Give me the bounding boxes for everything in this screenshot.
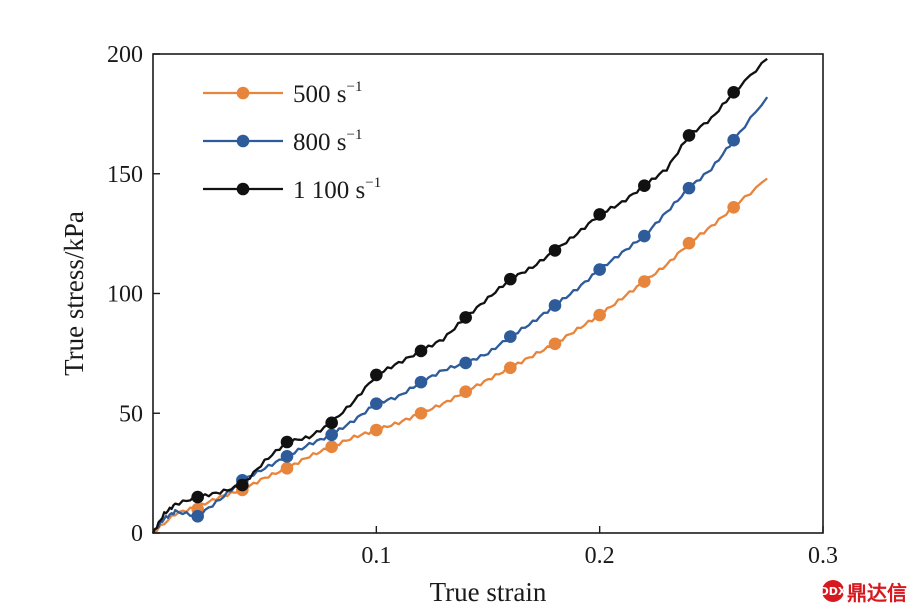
- series-3-point: [638, 179, 651, 193]
- legend-label: 1 100 s−1: [293, 175, 381, 204]
- legend-label: 500 s−1: [293, 79, 362, 108]
- series-3-point: [191, 490, 204, 504]
- series-3-line: [151, 57, 768, 534]
- legend-item-1: 500 s−1: [203, 79, 362, 108]
- x-tick-label: 0.2: [585, 543, 615, 569]
- series-2-point: [682, 181, 696, 195]
- x-axis-label: True strain: [430, 577, 547, 607]
- legend-swatch-marker: [236, 134, 250, 148]
- series-2-point: [191, 509, 204, 523]
- series-1-point: [280, 462, 294, 475]
- publisher-name: 鼎达信: [847, 580, 907, 605]
- y-tick-label: 0: [131, 521, 143, 547]
- series-3-point: [414, 344, 428, 358]
- series-2-point: [548, 299, 562, 312]
- legend-item-2: 800 s−1: [203, 127, 362, 156]
- y-axis-label: True stress/kPa: [59, 211, 89, 376]
- legend-label-superscript: −1: [346, 127, 362, 143]
- series-2-point: [504, 330, 517, 343]
- series-1-point: [593, 308, 606, 322]
- y-tick-label: 50: [119, 401, 143, 427]
- series-layer: [151, 57, 769, 535]
- series-3-point: [325, 416, 338, 430]
- legend-label-text: 800 s: [293, 129, 346, 156]
- publisher-logo-icon: DDX: [820, 580, 846, 602]
- x-tick-label: 0.3: [808, 543, 838, 569]
- series-3-point: [593, 208, 606, 221]
- plot-frame: [152, 53, 824, 534]
- series-3: [151, 57, 768, 534]
- series-1-point: [325, 440, 338, 454]
- y-tick-label: 100: [107, 282, 143, 308]
- series-1-point: [459, 385, 472, 398]
- series-1-point: [638, 275, 651, 288]
- series-1-point: [504, 361, 517, 375]
- series-3-point: [370, 368, 383, 382]
- y-tick-label: 200: [107, 42, 143, 68]
- series-2-point: [593, 263, 606, 276]
- series-2-point: [370, 397, 383, 410]
- series-2-point: [459, 356, 472, 370]
- series-1-point: [370, 423, 383, 437]
- x-tick-label: 0.1: [361, 543, 391, 569]
- legend-label: 800 s−1: [293, 127, 362, 156]
- series-2-point: [280, 450, 294, 463]
- series-2-point: [325, 428, 338, 442]
- series-1-point: [682, 236, 696, 250]
- series-3-point: [280, 435, 294, 449]
- series-3-point: [682, 129, 696, 142]
- legend-item-3: 1 100 s−1: [203, 175, 381, 204]
- series-3-point: [504, 272, 517, 286]
- ticks-layer: 0.1 0.2 0.3 0 50 100 150 200: [107, 42, 838, 569]
- series-3-point: [548, 244, 562, 257]
- series-2-point: [727, 133, 740, 147]
- series-2-point: [638, 229, 651, 243]
- series-1-line: [152, 177, 768, 535]
- legend-swatch-marker: [236, 86, 250, 100]
- series-2-point: [414, 375, 428, 389]
- series-1: [152, 177, 768, 535]
- legend-label-superscript: −1: [365, 175, 381, 191]
- publisher-watermark: DDX 鼎达信: [820, 578, 907, 605]
- series-3-point: [727, 86, 740, 99]
- legend-label-text: 500 s: [293, 81, 346, 108]
- legend-swatch-marker: [236, 182, 250, 196]
- series-1-point: [548, 337, 562, 351]
- series-3-point: [236, 478, 249, 492]
- series-1-point: [414, 406, 428, 420]
- legend-label-text: 1 100 s: [293, 177, 365, 204]
- legend-label-superscript: −1: [346, 79, 362, 95]
- y-tick-label: 150: [107, 162, 143, 188]
- series-3-point: [459, 311, 472, 324]
- series-1-point: [727, 200, 740, 214]
